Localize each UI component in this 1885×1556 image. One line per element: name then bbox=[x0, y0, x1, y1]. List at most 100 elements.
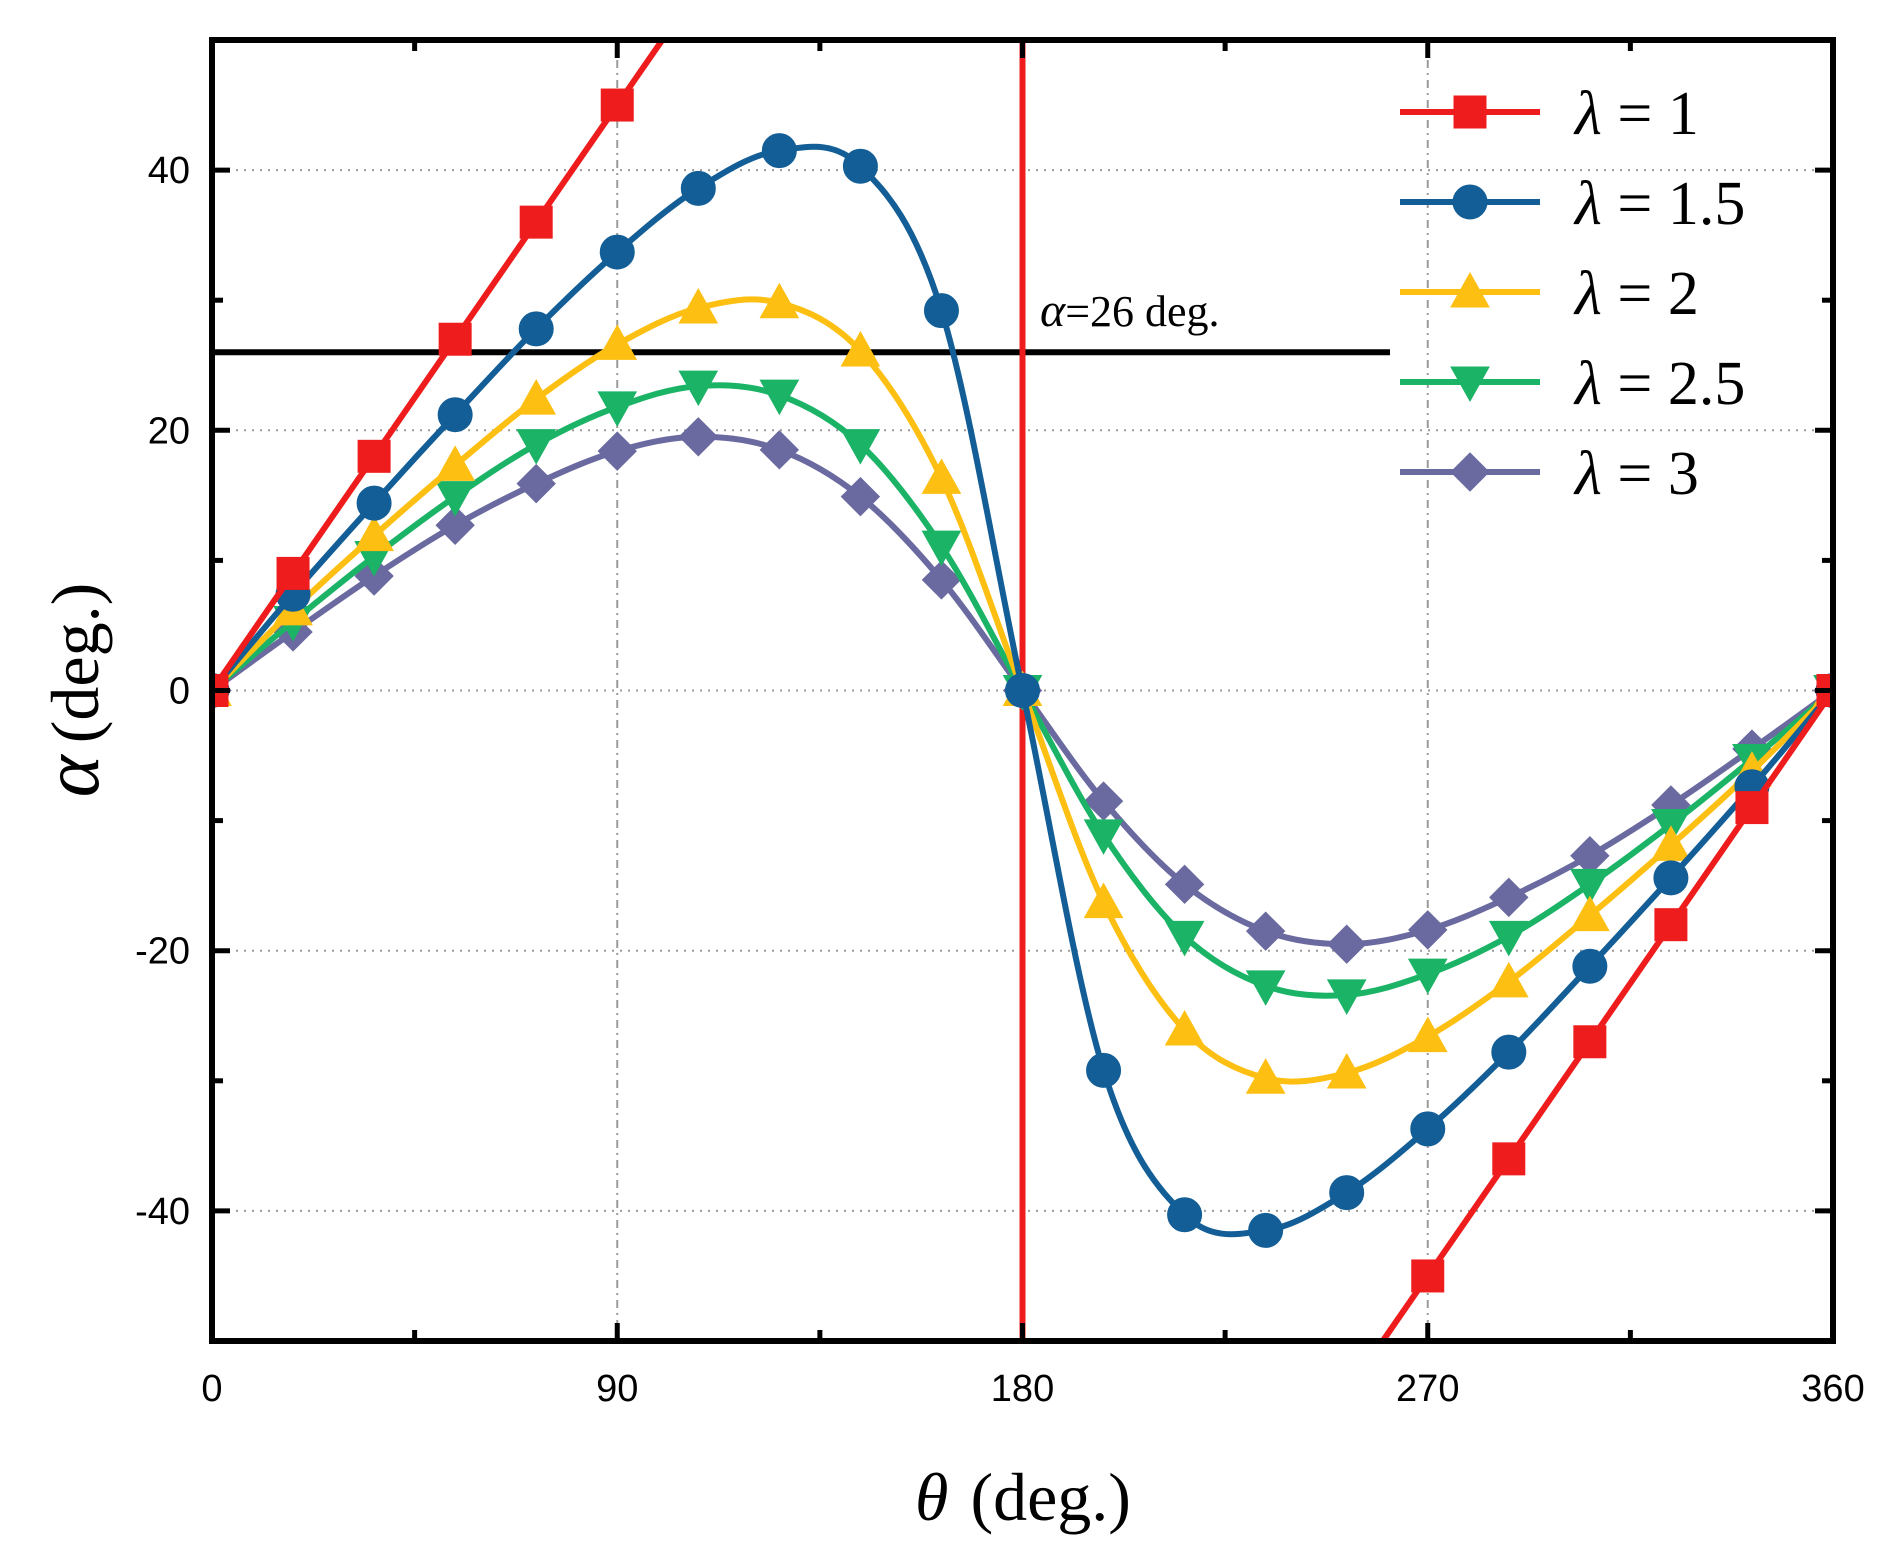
data-point bbox=[1488, 961, 1529, 998]
data-point bbox=[1411, 1259, 1445, 1293]
data-point bbox=[600, 88, 634, 122]
data-point bbox=[1086, 1052, 1122, 1088]
data-point bbox=[597, 431, 637, 471]
y-axis-title-symbol: α bbox=[28, 753, 116, 797]
legend-label-value: = 1 bbox=[1602, 80, 1699, 148]
data-point bbox=[1654, 908, 1688, 942]
y-axis-title: α (deg.) bbox=[28, 583, 116, 797]
data-point bbox=[1005, 673, 1040, 708]
x-tick-label: 0 bbox=[201, 1368, 222, 1410]
x-axis-title: θ (deg.) bbox=[915, 1459, 1131, 1535]
x-axis-title-unit: (deg.) bbox=[970, 1459, 1130, 1535]
data-point bbox=[357, 439, 391, 473]
legend: λ = 1λ = 1.5λ = 2λ = 2.5λ = 3 bbox=[1400, 80, 1745, 508]
data-point bbox=[1164, 920, 1205, 957]
data-point bbox=[840, 330, 881, 367]
data-point bbox=[921, 560, 962, 600]
data-point bbox=[1164, 864, 1205, 905]
data-point bbox=[356, 485, 392, 521]
data-point bbox=[921, 530, 962, 567]
x-tick-label: 180 bbox=[991, 1368, 1054, 1410]
legend-label-symbol: λ bbox=[1573, 260, 1602, 328]
legend-marker bbox=[1453, 95, 1487, 129]
data-point bbox=[516, 463, 556, 504]
legend-marker bbox=[1450, 271, 1490, 308]
legend-marker bbox=[1450, 366, 1490, 403]
data-point bbox=[597, 391, 638, 427]
data-point bbox=[1492, 1142, 1526, 1176]
legend-label-value: = 3 bbox=[1602, 440, 1699, 508]
data-point bbox=[435, 481, 476, 517]
data-point bbox=[1407, 958, 1448, 995]
data-point bbox=[435, 505, 475, 545]
legend-label-symbol: λ bbox=[1573, 80, 1602, 148]
data-point bbox=[759, 282, 800, 319]
x-tick-label: 360 bbox=[1801, 1368, 1864, 1410]
legend-label: λ = 2 bbox=[1573, 260, 1699, 328]
data-point bbox=[276, 556, 310, 590]
data-point bbox=[1245, 970, 1286, 1006]
data-point bbox=[438, 322, 472, 356]
legend-label-value: = 1.5 bbox=[1602, 170, 1745, 238]
legend-label-symbol: λ bbox=[1573, 440, 1602, 508]
data-point bbox=[840, 429, 881, 465]
data-point bbox=[1326, 1052, 1367, 1089]
legend-label-value: = 2.5 bbox=[1602, 350, 1745, 418]
y-tick-label: -20 bbox=[135, 931, 190, 973]
data-point bbox=[1491, 1034, 1527, 1070]
legend-label: λ = 3 bbox=[1573, 440, 1699, 508]
data-point bbox=[1083, 882, 1124, 919]
y-tick-label: 20 bbox=[148, 410, 190, 452]
legend-label-symbol: λ bbox=[1573, 170, 1602, 238]
reference-line-label: α=26 deg. bbox=[1040, 284, 1220, 337]
data-point bbox=[354, 515, 394, 552]
data-point bbox=[1083, 819, 1124, 855]
data-point bbox=[840, 476, 881, 517]
data-point bbox=[1408, 910, 1448, 950]
data-point bbox=[599, 234, 635, 270]
data-point bbox=[1248, 1212, 1284, 1248]
y-tick-label: 0 bbox=[169, 671, 190, 713]
data-point bbox=[678, 287, 719, 324]
legend-item-lambda-2-5: λ = 2.5 bbox=[1400, 350, 1745, 418]
legend-marker bbox=[1452, 184, 1488, 220]
legend-item-lambda-1-5: λ = 1.5 bbox=[1400, 170, 1745, 238]
data-point bbox=[1245, 1058, 1286, 1094]
legend-label-value: = 2 bbox=[1602, 260, 1699, 328]
data-point bbox=[1651, 825, 1691, 861]
data-point bbox=[516, 379, 557, 415]
data-point bbox=[1569, 868, 1610, 905]
data-point bbox=[1489, 877, 1529, 918]
legend-label: λ = 1.5 bbox=[1573, 170, 1745, 238]
legend-label: λ = 1 bbox=[1573, 80, 1699, 148]
legend-label-symbol: λ bbox=[1573, 350, 1602, 418]
data-point bbox=[680, 170, 716, 206]
x-axis-title-symbol: θ bbox=[915, 1459, 948, 1535]
data-point bbox=[761, 133, 797, 169]
data-point bbox=[516, 429, 557, 465]
data-point bbox=[1245, 911, 1286, 951]
data-point bbox=[678, 370, 719, 407]
legend-marker bbox=[1450, 452, 1490, 492]
y-axis-title-unit: (deg.) bbox=[37, 583, 113, 743]
data-point bbox=[1326, 979, 1367, 1015]
x-tick-label: 90 bbox=[596, 1368, 638, 1410]
data-point bbox=[1735, 791, 1769, 825]
data-point bbox=[1167, 1197, 1203, 1233]
data-point bbox=[1164, 1010, 1205, 1046]
y-tick-label: -40 bbox=[135, 1191, 190, 1233]
data-point bbox=[518, 311, 554, 347]
legend-item-lambda-3: λ = 3 bbox=[1400, 440, 1699, 508]
data-point bbox=[1569, 895, 1610, 932]
reference-line-label-text: =26 deg. bbox=[1065, 287, 1219, 336]
data-point bbox=[759, 430, 800, 470]
data-point bbox=[1572, 948, 1608, 984]
data-point bbox=[923, 293, 959, 329]
data-point bbox=[597, 324, 638, 360]
data-point bbox=[435, 445, 476, 481]
x-tick-label: 270 bbox=[1396, 1368, 1459, 1410]
data-point bbox=[1410, 1111, 1446, 1147]
data-point bbox=[1407, 1016, 1448, 1053]
legend-item-lambda-2: λ = 2 bbox=[1400, 260, 1699, 328]
